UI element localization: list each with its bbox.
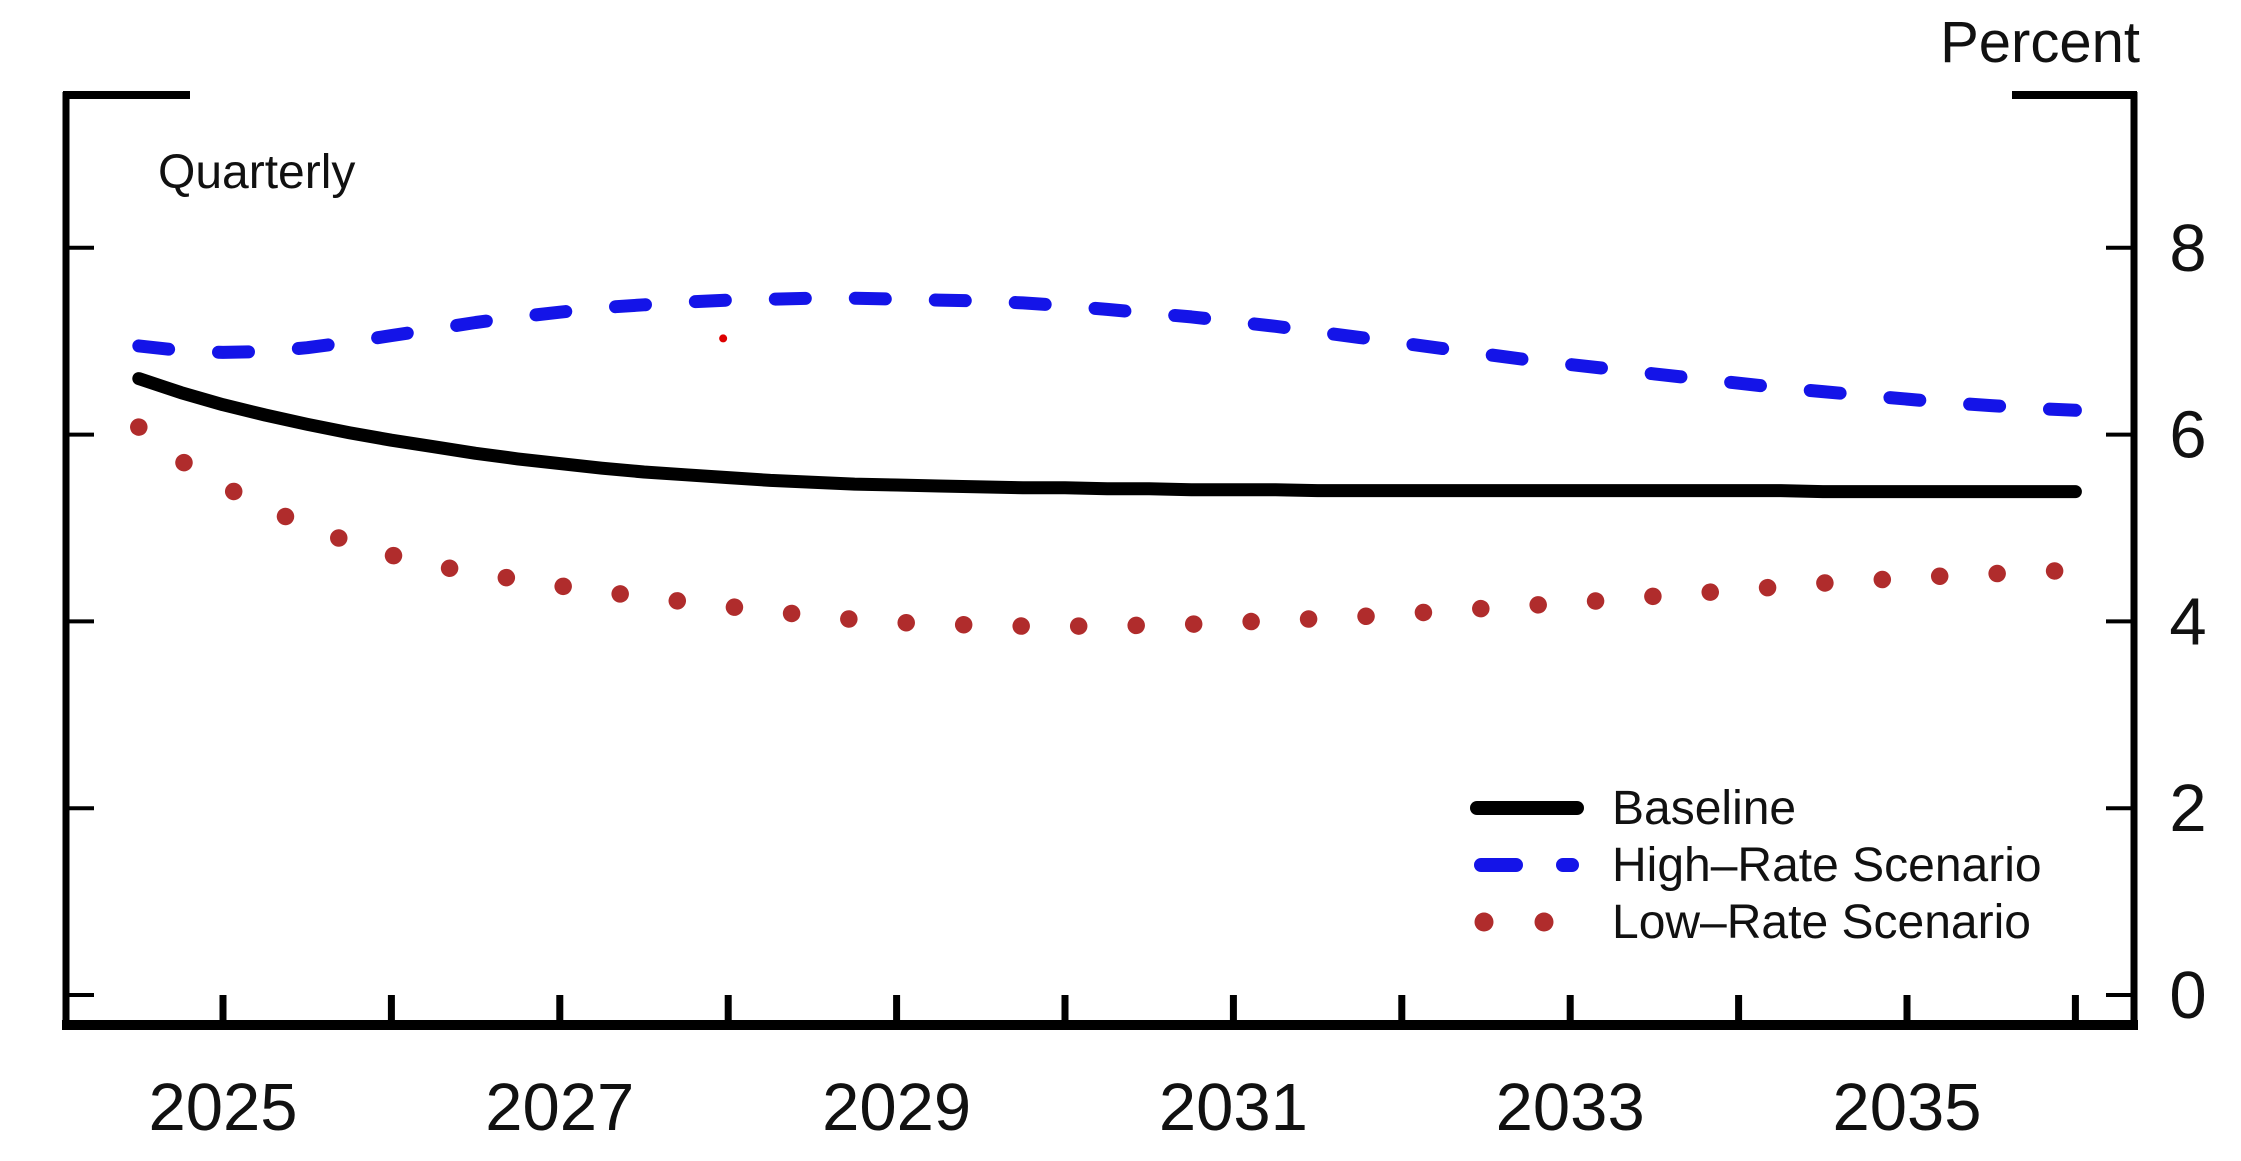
legend-swatch-dot-2 bbox=[1534, 912, 1554, 932]
y-axis-tick-labels: 8 6 4 2 0 bbox=[2169, 211, 2206, 1033]
x-tick-label: 2029 bbox=[822, 1070, 971, 1145]
x-tick-label: 2025 bbox=[148, 1070, 297, 1145]
chart-legend: Baseline High–Rate Scenario Low–Rate Sce… bbox=[1470, 782, 2042, 949]
legend-item-low-rate: Low–Rate Scenario bbox=[1474, 896, 2031, 949]
series-low-rate-scenario bbox=[130, 418, 2085, 635]
y-tick-label: 0 bbox=[2169, 958, 2206, 1033]
y-tick-label: 6 bbox=[2169, 398, 2206, 473]
legend-label-high-rate: High–Rate Scenario bbox=[1612, 839, 2042, 892]
y-tick-label: 8 bbox=[2169, 211, 2206, 286]
legend-label-baseline: Baseline bbox=[1612, 782, 1796, 835]
x-tick-label: 2027 bbox=[485, 1070, 634, 1145]
legend-label-low-rate: Low–Rate Scenario bbox=[1612, 896, 2031, 949]
y-axis-ticks-left bbox=[69, 245, 94, 997]
x-tick-label: 2031 bbox=[1159, 1070, 1308, 1145]
series-high-rate-scenario bbox=[132, 291, 2082, 417]
series-baseline bbox=[132, 372, 2082, 499]
y-axis-unit-label: Percent bbox=[1940, 10, 2140, 75]
x-axis-tick-labels: 2025 2027 2029 2031 2033 2035 bbox=[148, 1070, 1981, 1145]
plot-frame bbox=[62, 91, 2138, 1030]
legend-swatch-dot-1 bbox=[1474, 912, 1494, 932]
x-tick-label: 2035 bbox=[1832, 1070, 1981, 1145]
y-tick-label: 4 bbox=[2169, 584, 2206, 659]
frequency-label: Quarterly bbox=[158, 146, 355, 199]
stray-mark-group bbox=[719, 334, 728, 343]
data-series-group bbox=[130, 291, 2085, 635]
legend-item-baseline: Baseline bbox=[1470, 782, 1796, 835]
stray-red-mark bbox=[719, 334, 728, 343]
x-tick-label: 2033 bbox=[1496, 1070, 1645, 1145]
x-axis-ticks bbox=[219, 995, 2079, 1020]
y-axis-ticks-right bbox=[2106, 245, 2131, 997]
y-tick-label: 2 bbox=[2169, 771, 2206, 846]
legend-item-high-rate: High–Rate Scenario bbox=[1474, 839, 2042, 892]
